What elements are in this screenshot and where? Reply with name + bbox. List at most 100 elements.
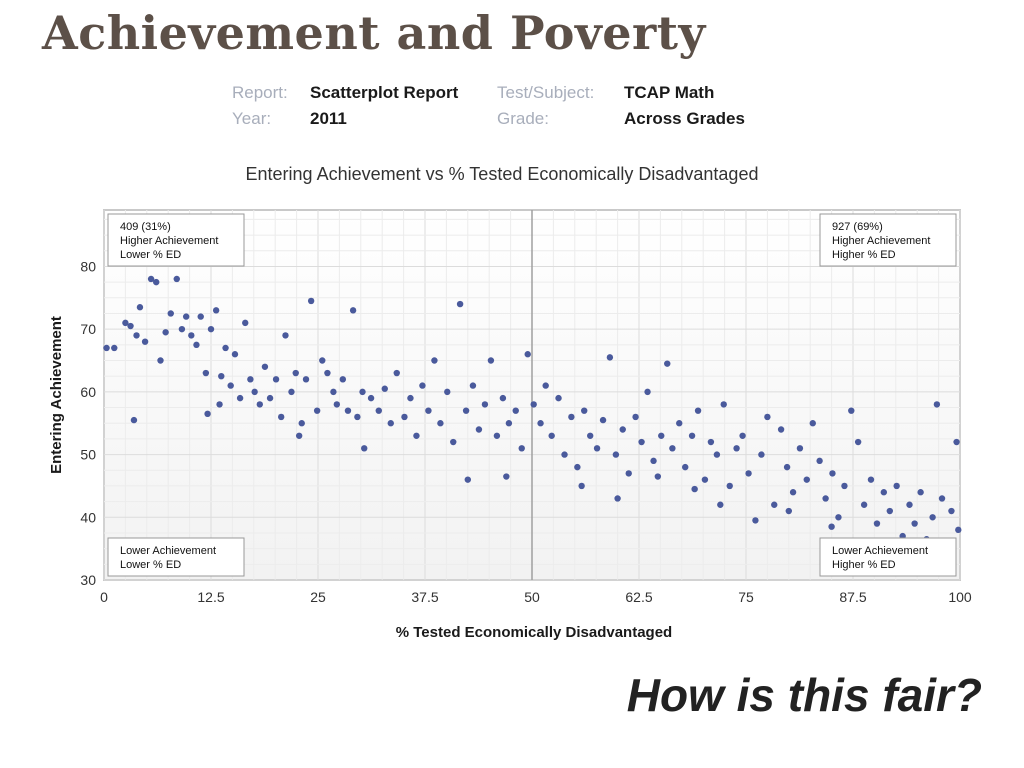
data-point [218,372,225,380]
data-point [707,438,715,446]
quadrant-label-bottom-right: Lower Achievement Higher % ED [819,537,957,577]
data-point [886,507,894,515]
subject-label: Test/Subject: [497,83,595,102]
data-point [726,482,733,490]
data-point [664,360,671,367]
grade-value: Across Grades [624,109,745,128]
data-point [236,394,244,402]
data-point [133,332,140,339]
data-point [785,507,792,515]
data-point [593,445,601,452]
data-point [193,341,200,349]
data-point [682,463,689,471]
data-point [835,514,842,521]
data-point [431,357,438,364]
data-point [256,401,263,408]
grade-label: Grade: [497,109,549,128]
data-point [157,357,164,364]
data-point [505,420,513,427]
quadrant-box [819,537,957,577]
x-tick-label: 87.5 [839,589,866,605]
data-point [606,354,614,361]
x-tick-label: 100 [948,589,972,605]
data-point [387,420,394,427]
quadrant-box [107,537,245,577]
data-point [720,401,727,408]
data-point [537,420,544,427]
data-point [933,401,941,408]
data-point [829,470,836,477]
data-point [103,344,110,352]
data-point [481,401,489,408]
x-tick-label: 50 [524,589,540,605]
data-point [499,394,507,402]
scatter-chart: 409 (31%) Higher Achievement Lower % ED 927… [48,209,972,641]
x-tick-label: 0 [100,589,108,605]
data-point [227,382,234,389]
data-point [487,357,495,364]
data-point [222,344,229,352]
data-point [638,438,645,446]
year-label: Year: [232,109,272,128]
data-point [216,401,223,408]
data-point [713,451,721,458]
data-point [130,416,138,424]
x-tick-label: 75 [738,589,754,605]
data-point [127,322,134,330]
data-point [450,438,457,446]
data-point [676,420,683,427]
data-point [188,332,195,339]
data-point [669,445,676,452]
data-points [103,275,962,549]
data-point [803,476,810,483]
data-point [816,457,823,465]
data-point [141,338,149,345]
subject-value: TCAP Math [624,83,715,102]
data-point [282,332,289,339]
data-point [828,523,835,530]
data-point [717,501,724,508]
x-axis-label: % Tested Economically Disadvantaged [396,624,672,641]
data-point [231,351,239,358]
data-point [841,482,848,490]
data-point [122,319,129,327]
data-point [251,388,258,396]
data-point [619,426,626,433]
data-point [361,445,368,452]
data-point [393,369,400,377]
data-point [407,394,414,402]
y-tick-label: 40 [80,509,96,525]
data-point [758,451,765,458]
data-point [809,420,816,427]
data-point [464,476,471,483]
data-point [658,432,665,439]
x-tick-label: 37.5 [411,589,438,605]
data-point [548,432,555,439]
data-point [752,517,759,524]
data-point [475,426,483,433]
quadrant-text: Lower % ED [120,559,181,571]
quadrant-labels: 409 (31%) Higher Achievement Lower % ED 927… [107,213,957,577]
data-point [469,382,477,389]
data-point [688,432,696,439]
data-point [518,445,525,452]
quadrant-text: 409 (31%) [120,221,171,233]
data-point [354,413,361,421]
quadrant-label-bottom-left: Lower Achievement Lower % ED [107,537,245,577]
x-tick-label: 12.5 [197,589,224,605]
y-axis-label: Entering Achievement [48,316,65,474]
report-meta-right: Test/Subject: TCAP Math Grade: Across Grad… [497,80,745,132]
data-point [733,445,740,452]
data-point [178,325,186,333]
data-point [568,413,575,421]
data-point [153,278,160,286]
data-point [111,344,118,352]
data-point [292,369,299,377]
data-point [375,407,382,414]
data-point [242,319,249,327]
data-point [456,300,464,308]
quadrant-text: Lower Achievement [832,545,928,557]
data-point [860,501,868,508]
quadrant-text: Lower % ED [120,249,181,261]
data-point [212,307,220,314]
